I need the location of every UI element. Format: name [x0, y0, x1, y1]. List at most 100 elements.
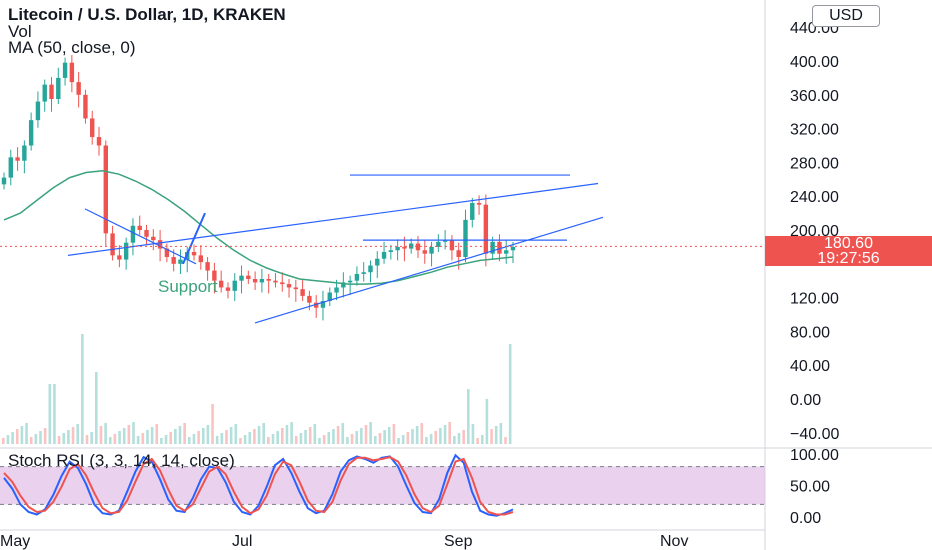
volume-bar [95, 372, 98, 444]
candle-body [259, 279, 265, 283]
volume-bar [453, 436, 456, 444]
volume-bar [197, 431, 200, 444]
volume-bar [220, 433, 224, 444]
candle-body [123, 242, 129, 260]
volume-bar [6, 435, 10, 444]
candle-body [388, 250, 394, 252]
ma-legend: MA (50, close, 0) [8, 38, 136, 57]
volume-bar [471, 424, 475, 444]
volume-bar [369, 422, 372, 444]
volume-bar [350, 434, 354, 444]
volume-bar [281, 428, 284, 444]
time-axis-tick: May [0, 533, 30, 550]
volume-bar [387, 427, 391, 444]
volume-bar [127, 425, 131, 444]
trend-line-bold [182, 212, 206, 265]
volume-bar [183, 423, 186, 444]
volume-bar [262, 423, 265, 444]
volume-bar [99, 426, 103, 444]
candle-body [463, 219, 468, 258]
stoch-k-line [3, 453, 514, 517]
last-price-label: 180.60 [824, 235, 873, 252]
volume-bar [332, 429, 335, 444]
time-axis-tick: Sep [444, 533, 473, 550]
volume-bar [480, 435, 484, 444]
candle-body [347, 280, 353, 283]
volume-bar [2, 438, 5, 444]
candle-body [456, 250, 461, 258]
candle-body [191, 251, 197, 256]
volume-bar [215, 436, 219, 444]
volume-bar [490, 429, 493, 444]
volume-bar [318, 438, 321, 444]
volume-bar [192, 434, 196, 444]
volume-bar [108, 437, 112, 444]
price-axis-tick: 280.00 [790, 155, 839, 172]
currency-button[interactable]: USD [812, 5, 880, 27]
time-axis-tick: Nov [660, 533, 688, 550]
candle-body [415, 243, 421, 251]
volume-bar [508, 344, 512, 444]
volume-bar [160, 438, 163, 444]
volume-bar [39, 431, 42, 444]
volume-bar [360, 428, 363, 444]
candle-body [504, 250, 509, 254]
volume-bar [234, 424, 238, 444]
volume-bar [164, 435, 168, 444]
stoch-d-line [3, 456, 514, 516]
candle-body [130, 225, 136, 243]
candle-body [117, 255, 122, 260]
price-axis-tick: 200.00 [790, 223, 839, 240]
volume-bar [243, 435, 247, 444]
candle-body [151, 236, 156, 241]
volume-bar [397, 438, 400, 444]
volume-bar [439, 428, 442, 444]
volume-bar [67, 430, 70, 444]
candle-body [510, 246, 516, 251]
candle-body [198, 255, 204, 263]
volume-bar [457, 433, 461, 444]
volume-bar [113, 434, 117, 444]
volume-bar [11, 432, 14, 444]
volume-bar [406, 432, 410, 444]
candle-body [96, 137, 102, 146]
volume-bar [374, 436, 377, 444]
volume-bar [76, 424, 79, 444]
volume-bar [271, 434, 275, 444]
volume-bar [294, 436, 298, 444]
candle-body [8, 157, 13, 178]
candle-body [246, 275, 251, 280]
volume-bar [494, 426, 498, 444]
volume-bar [336, 426, 340, 444]
price-axis-tick: 0.00 [790, 392, 821, 409]
candle-body [320, 300, 326, 308]
stoch-rsi-legend: Stoch RSI (3, 3, 14, 14, close) [8, 451, 235, 470]
volume-bar [141, 433, 145, 444]
volume-bar [85, 435, 89, 444]
candle-body [225, 287, 231, 291]
volume-bar [443, 425, 447, 444]
candle-body [22, 145, 27, 161]
volume-bar [434, 431, 438, 444]
candle-body [35, 101, 41, 121]
volume-bar [248, 432, 252, 444]
volume-bar [276, 431, 279, 444]
candle-body [361, 272, 366, 274]
candle-body [15, 157, 20, 161]
volume-bar [225, 430, 228, 444]
volume-bar [364, 425, 368, 444]
volume-bar [206, 425, 210, 444]
candle-body [49, 84, 54, 100]
volume-bar [57, 436, 61, 444]
candle-body [103, 145, 108, 234]
candle-body [62, 62, 68, 78]
volume-bar [169, 432, 172, 444]
candle-body [429, 246, 434, 254]
candle-body [110, 233, 115, 256]
candle-body [449, 240, 455, 251]
time-axis-tick: Jul [232, 533, 252, 550]
price-axis-tick: 240.00 [790, 189, 839, 206]
volume-bar [53, 384, 56, 444]
price-axis-tick: 400.00 [790, 54, 839, 71]
